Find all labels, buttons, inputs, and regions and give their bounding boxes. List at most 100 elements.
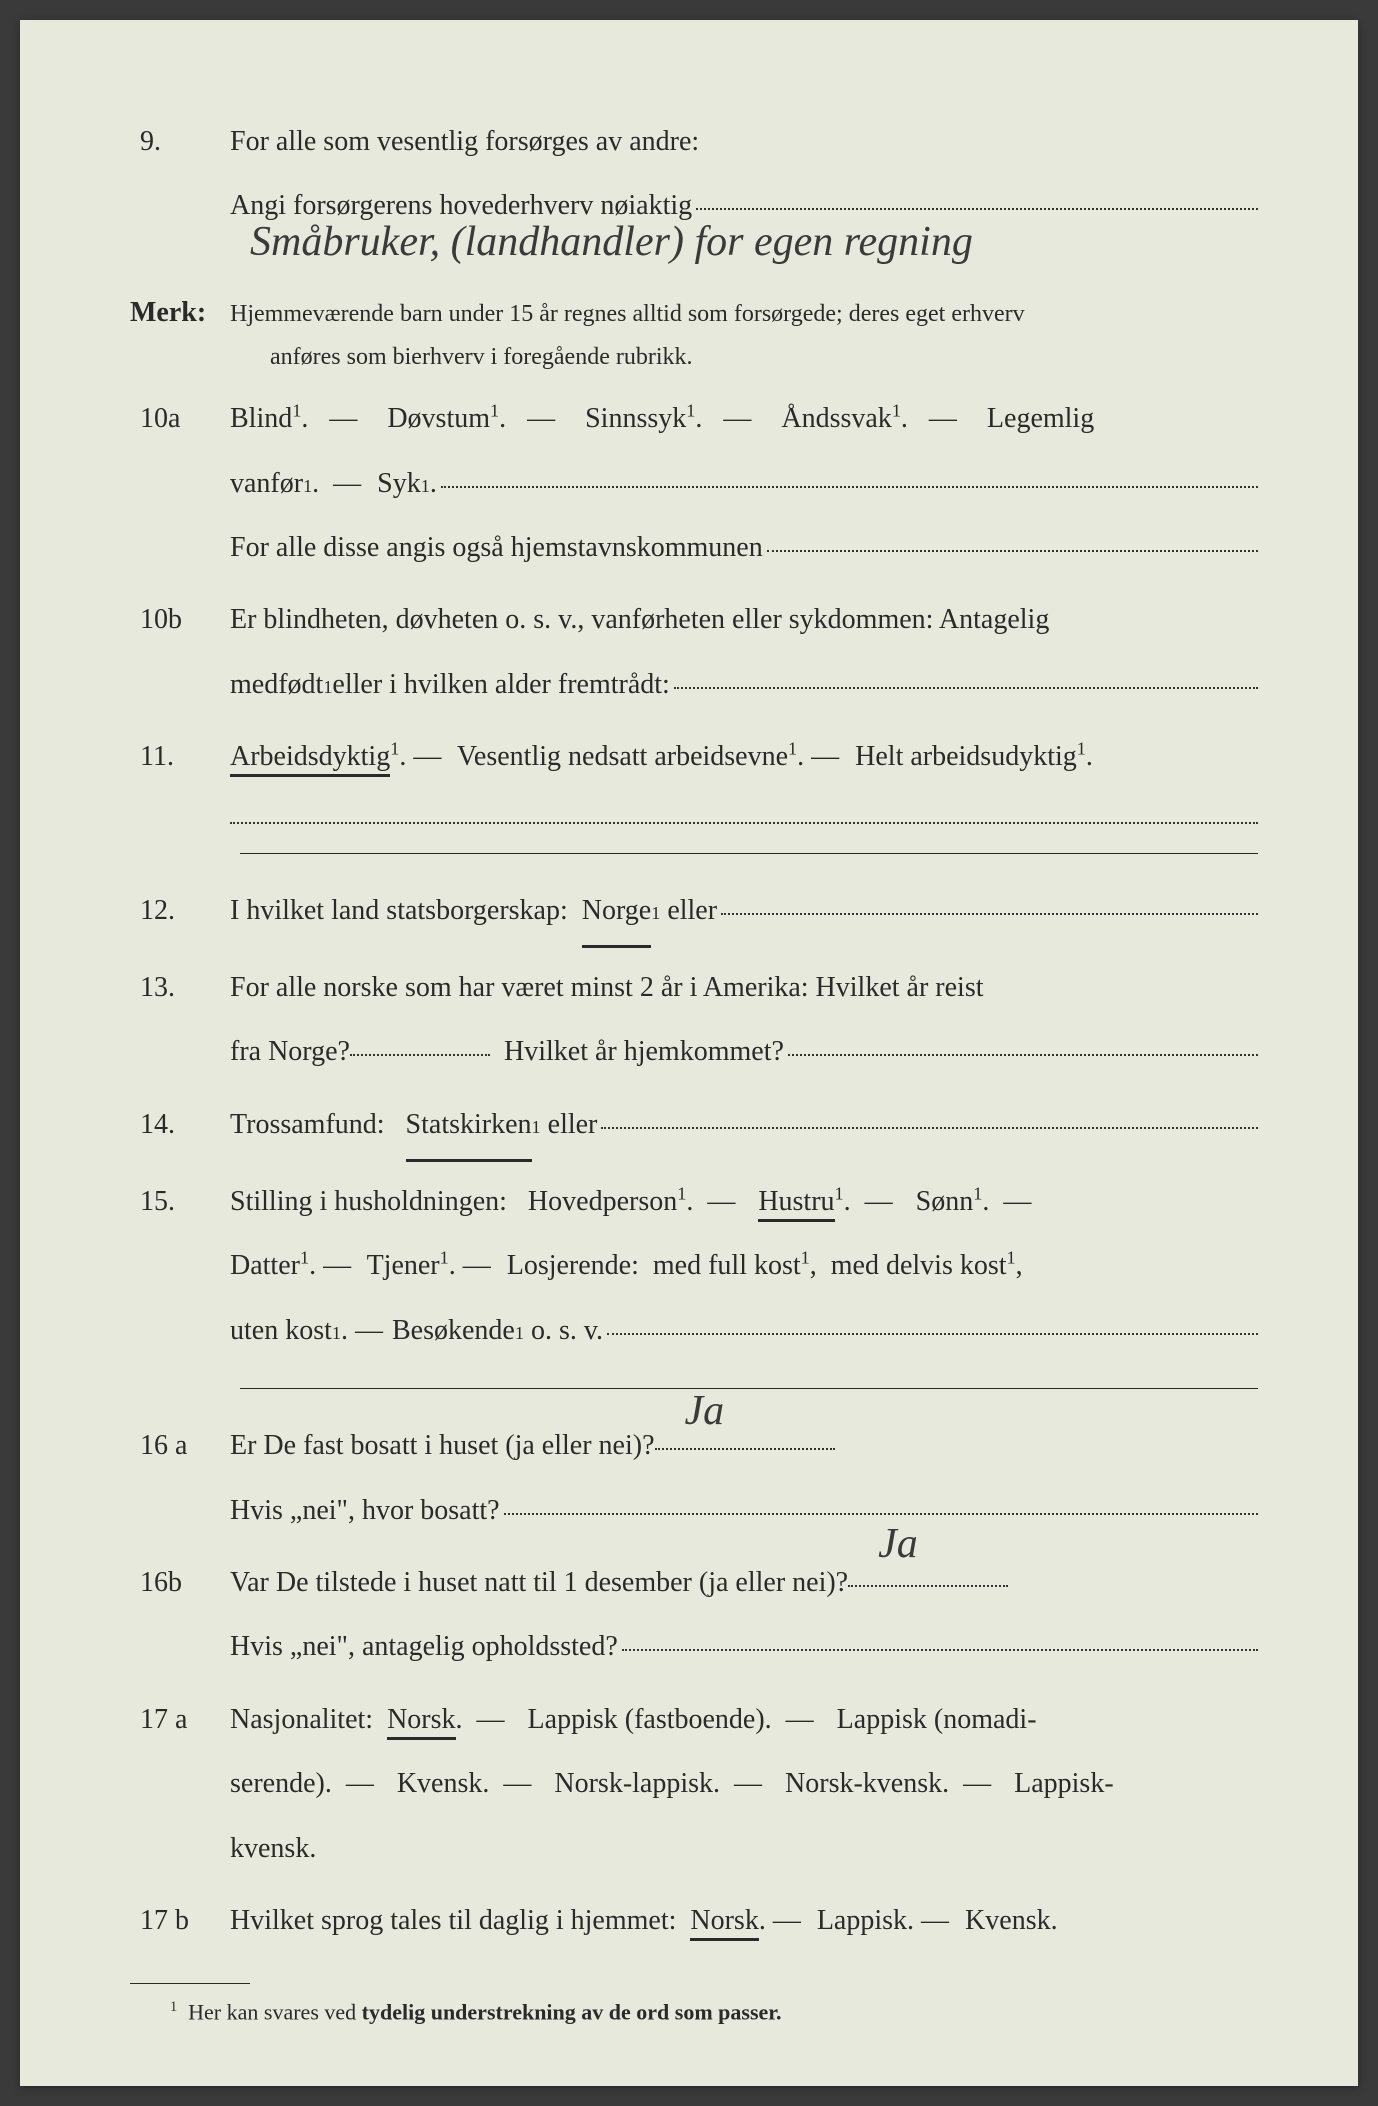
q17b-opt-kvensk: Kvensk	[965, 1905, 1051, 1936]
q15-los1: med full kost	[653, 1250, 801, 1281]
q15-opt-sonn: Sønn	[916, 1186, 974, 1217]
q10a-opt-sinnssyk: Sinnssyk	[585, 403, 686, 434]
q13-num: 13.	[130, 956, 230, 1020]
q9-num: 9.	[130, 110, 230, 174]
q15-opt-datter: Datter	[230, 1250, 300, 1281]
q13-dots2	[788, 1028, 1258, 1056]
q12-opt1: Norge	[582, 879, 651, 948]
q10b-content: Er blindheten, døvheten o. s. v., vanfør…	[230, 588, 1258, 717]
q16a-row: 16 a Er De fast bosatt i huset (ja eller…	[130, 1414, 1258, 1543]
q11-content: Arbeidsdyktig1. — Vesentlig nedsatt arbe…	[230, 725, 1258, 827]
q13-dots1	[350, 1028, 490, 1056]
q15-text: Stilling i husholdningen:	[230, 1186, 507, 1217]
q10a-dots2	[767, 524, 1258, 552]
footnote: 1 Her kan svares ved tydelig understrekn…	[170, 1999, 1258, 2025]
q17a-opt-kvensk: Kvensk	[397, 1768, 483, 1799]
q17b-text: Hvilket sprog tales til daglig i hjemmet…	[230, 1905, 676, 1936]
q11-opt3: Helt arbeidsudyktig	[855, 741, 1077, 772]
q12-row: 12. I hvilket land statsborgerskap: Norg…	[130, 879, 1258, 948]
merk-label: Merk:	[130, 281, 230, 345]
q15-row: 15. Stilling i husholdningen: Hovedperso…	[130, 1170, 1258, 1363]
q10a-num: 10a	[130, 387, 230, 451]
q11-num: 11.	[130, 725, 230, 789]
q16a-text1: Er De fast bosatt i huset (ja eller nei)…	[230, 1414, 655, 1478]
divider-1	[240, 853, 1258, 854]
q9-row: 9. For alle som vesentlig forsørges av a…	[130, 110, 1258, 283]
merk-text1: Hjemmeværende barn under 15 år regnes al…	[230, 293, 1258, 336]
q10a-dots1	[441, 460, 1258, 488]
q15-los3: uten kost	[230, 1299, 332, 1363]
q10b-row: 10b Er blindheten, døvheten o. s. v., va…	[130, 588, 1258, 717]
q16b-dots1: Ja	[848, 1559, 1008, 1587]
q12-dots	[721, 887, 1258, 915]
q16a-dots2	[504, 1487, 1258, 1515]
q12-content: I hvilket land statsborgerskap: Norge1 e…	[230, 879, 1258, 948]
q17a-content: Nasjonalitet: Norsk. — Lappisk (fastboen…	[230, 1688, 1258, 1881]
q13-text1: For alle norske som har været minst 2 år…	[230, 956, 1258, 1020]
q10a-row: 10a Blind1. — Døvstum1. — Sinnssyk1. — Å…	[130, 387, 1258, 580]
q13-content: For alle norske som har været minst 2 år…	[230, 956, 1258, 1085]
q14-opt2: eller	[548, 1093, 598, 1157]
q10b-text2a: medfødt	[230, 653, 323, 717]
q17b-opt-lappisk: Lappisk	[817, 1905, 907, 1936]
q13-row: 13. For alle norske som har været minst …	[130, 956, 1258, 1085]
q15-besok: Besøkende	[392, 1299, 515, 1363]
q10b-text2b: eller i hvilken alder fremtrådt:	[332, 653, 669, 717]
q15-dots	[607, 1307, 1258, 1335]
q14-dots	[601, 1101, 1258, 1129]
divider-2	[240, 1388, 1258, 1389]
q16b-answer: Ja	[878, 1523, 918, 1565]
q10b-dots	[674, 661, 1258, 689]
q17b-opt-norsk: Norsk	[690, 1905, 758, 1941]
footnote-divider	[130, 1983, 250, 1984]
q16a-dots1: Ja	[655, 1422, 835, 1450]
q14-num: 14.	[130, 1093, 230, 1157]
q16a-text2: Hvis „nei", hvor bosatt?	[230, 1479, 500, 1543]
q17b-num: 17 b	[130, 1889, 230, 1953]
q10b-num: 10b	[130, 588, 230, 652]
q17b-content: Hvilket sprog tales til daglig i hjemmet…	[230, 1889, 1258, 1953]
q15-los2: med delvis kost	[831, 1250, 1007, 1281]
q17a-row: 17 a Nasjonalitet: Norsk. — Lappisk (fas…	[130, 1688, 1258, 1881]
q10a-opt-syk: Syk	[377, 452, 421, 516]
q13-text2a: fra Norge?	[230, 1020, 350, 1084]
footnote-bold: tydelig understrekning av de ord som pas…	[362, 2000, 782, 2025]
q17a-opt-nl: Norsk-lappisk	[554, 1768, 713, 1799]
q15-opt-tjener: Tjener	[367, 1250, 440, 1281]
q10a-line3: For alle disse angis også hjemstavnskomm…	[230, 516, 763, 580]
q16a-content: Er De fast bosatt i huset (ja eller nei)…	[230, 1414, 1258, 1543]
q10a-opt-legemlig: Legemlig	[987, 403, 1094, 434]
q16b-content: Var De tilstede i huset natt til 1 desem…	[230, 1551, 1258, 1680]
q12-num: 12.	[130, 879, 230, 943]
q10b-text1: Er blindheten, døvheten o. s. v., vanfør…	[230, 588, 1258, 652]
census-form-page: 9. For alle som vesentlig forsørges av a…	[20, 20, 1358, 2086]
q17b-row: 17 b Hvilket sprog tales til daglig i hj…	[130, 1889, 1258, 1953]
q9-handwritten: Småbruker, (landhandler) for egen regnin…	[250, 221, 973, 263]
q10a-opt-andssvak: Åndssvak	[781, 403, 891, 434]
q17a-num: 17 a	[130, 1688, 230, 1752]
q15-losjerende: Losjerende:	[507, 1250, 639, 1281]
q15-osv: o. s. v.	[531, 1299, 603, 1363]
q9-line1: For alle som vesentlig forsørges av andr…	[230, 110, 1258, 174]
q16b-text1: Var De tilstede i huset natt til 1 desem…	[230, 1551, 848, 1615]
q16b-row: 16b Var De tilstede i huset natt til 1 d…	[130, 1551, 1258, 1680]
q12-opt2: eller	[667, 879, 717, 943]
q11-row: 11. Arbeidsdyktig1. — Vesentlig nedsatt …	[130, 725, 1258, 827]
q17a-opt-norsk: Norsk	[387, 1704, 455, 1740]
q16b-num: 16b	[130, 1551, 230, 1615]
q11-dots	[230, 796, 1258, 824]
footnote-text: Her kan svares ved	[188, 2000, 356, 2025]
q14-content: Trossamfund: Statskirken1 eller	[230, 1093, 1258, 1162]
q16a-answer: Ja	[685, 1390, 725, 1432]
q9-dots	[696, 182, 1258, 210]
q10a-opt-dovstum: Døvstum	[387, 403, 490, 434]
q14-opt1: Statskirken	[406, 1093, 532, 1162]
merk-text2: anføres som bierhverv i foregående rubri…	[230, 336, 1258, 379]
q15-content: Stilling i husholdningen: Hovedperson1. …	[230, 1170, 1258, 1363]
q11-opt2: Vesentlig nedsatt arbeidsevne	[457, 741, 788, 772]
q17a-opt-lappfast: Lappisk (fastboende)	[528, 1704, 765, 1735]
q16b-dots2	[622, 1623, 1258, 1651]
q10a-opt-vanfor: vanfør	[230, 452, 303, 516]
q16b-text2: Hvis „nei", antagelig opholdssted?	[230, 1615, 618, 1679]
q15-num: 15.	[130, 1170, 230, 1234]
